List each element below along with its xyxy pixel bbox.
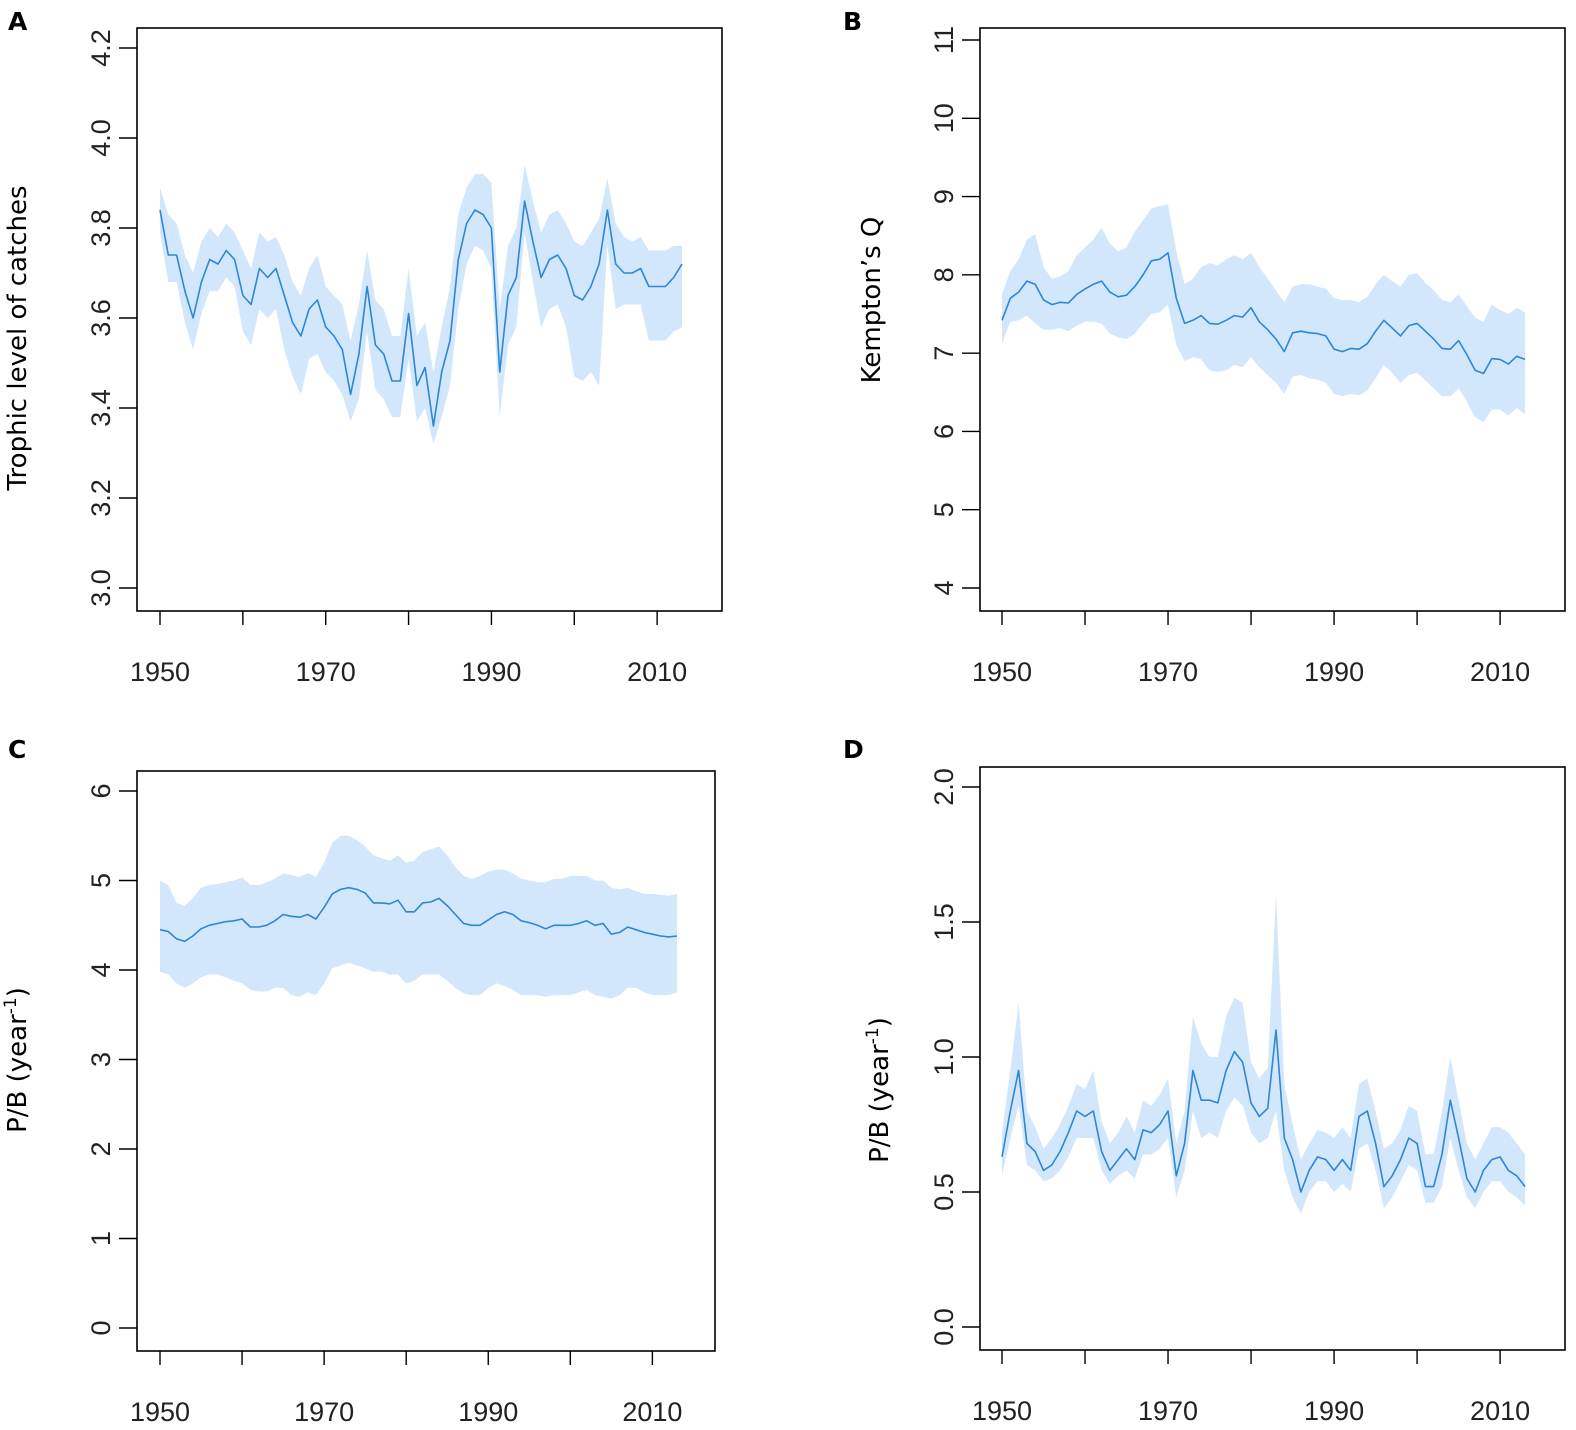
panel-letter-c: C (8, 735, 26, 764)
panel-b: B Kempton’s Q 1950 1970 1990 2010 4 5 6 7 8 9 10 11 (843, 7, 1566, 687)
y-axis-label-d-sup: -1 (863, 1027, 883, 1044)
y-tick-label-c-5: 5 (86, 873, 116, 888)
x-tick-label-b-2010: 2010 (1470, 657, 1530, 687)
y-tick-label-b-2: 6 (929, 424, 959, 439)
y-axis-label-c-end: ) (3, 987, 33, 997)
confidence-band-c (160, 835, 677, 999)
y-tick-label-d-4: 2.0 (929, 768, 959, 806)
y-tick-label-b-4: 8 (929, 267, 959, 282)
confidence-band-d (1002, 895, 1525, 1214)
y-tick-label-c-0: 0 (86, 1320, 116, 1335)
y-axis-label-d: P/B (year-1) (863, 1017, 895, 1163)
y-tick-label-a-6: 4.2 (86, 29, 116, 67)
y-tick-label-a-3: 3.6 (86, 299, 116, 337)
plot-area-b: 1950 1970 1990 2010 4 5 6 7 8 9 10 11 (929, 26, 1530, 687)
y-axis-label-a: Trophic level of catches (3, 185, 33, 491)
y-tick-label-a-5: 4.0 (86, 119, 116, 157)
y-tick-label-a-0: 3.0 (86, 569, 116, 607)
x-tick-label-d-1990: 1990 (1304, 1396, 1364, 1426)
y-tick-label-c-1: 1 (86, 1231, 116, 1246)
panel-a: A Trophic level of catches 1950 1970 1990 2… (3, 7, 723, 687)
x-tick-label-c-1970: 1970 (294, 1397, 354, 1427)
x-tick-label-a-1990: 1990 (461, 657, 521, 687)
y-tick-label-a-1: 3.2 (86, 479, 116, 517)
y-tick-label-c-3: 3 (86, 1052, 116, 1067)
x-tick-label-a-2010: 2010 (627, 657, 687, 687)
plot-frame-a (136, 27, 723, 612)
x-tick-label-a-1950: 1950 (130, 657, 190, 687)
panel-letter-a: A (8, 7, 28, 36)
plot-area-c: 1950 1970 1990 2010 0 1 2 3 4 5 6 (86, 783, 682, 1427)
y-axis-label-c-sup: -1 (1, 997, 21, 1014)
plot-frame-b (979, 27, 1566, 612)
x-tick-label-c-1950: 1950 (130, 1397, 190, 1427)
y-tick-label-d-0: 0.0 (929, 1308, 959, 1346)
panel-letter-b: B (843, 7, 862, 36)
panel-d: D P/B (year-1) 1950 1970 1990 2010 0.0 0.5 1.0… (843, 735, 1566, 1426)
y-tick-label-c-6: 6 (86, 783, 116, 798)
y-axis-label-b: Kempton’s Q (857, 217, 887, 384)
y-tick-label-b-7: 11 (929, 26, 959, 54)
x-tick-label-b-1990: 1990 (1304, 657, 1364, 687)
y-tick-label-c-4: 4 (86, 962, 116, 977)
y-tick-label-b-5: 9 (929, 189, 959, 204)
x-tick-label-d-2010: 2010 (1470, 1396, 1530, 1426)
y-tick-label-b-1: 5 (929, 502, 959, 517)
y-tick-label-b-0: 4 (929, 580, 959, 595)
plot-frame-c (136, 770, 716, 1352)
y-tick-label-a-4: 3.8 (86, 209, 116, 247)
panel-letter-d: D (843, 735, 864, 764)
confidence-band-a (160, 165, 682, 444)
y-tick-label-d-1: 0.5 (929, 1173, 959, 1211)
x-tick-label-d-1970: 1970 (1138, 1396, 1198, 1426)
y-axis-label-d-end: ) (865, 1017, 895, 1027)
panel-c: C P/B (year-1) 1950 1970 1990 2010 0 1 2 3 4 5 6 (1, 735, 716, 1427)
plot-area-d: 1950 1970 1990 2010 0.0 0.5 1.0 1.5 2.0 (929, 768, 1530, 1426)
mean-line-b (1001, 252, 1526, 375)
y-tick-label-a-2: 3.4 (86, 389, 116, 427)
mean-line-c (159, 886, 678, 943)
x-tick-label-b-1950: 1950 (972, 657, 1032, 687)
y-tick-label-d-3: 1.5 (929, 903, 959, 941)
mean-line-d (1001, 1029, 1526, 1193)
x-tick-label-b-1970: 1970 (1138, 657, 1198, 687)
mean-line-a (159, 200, 683, 427)
y-axis-label-d-main: P/B (year (865, 1044, 895, 1163)
x-tick-label-c-2010: 2010 (622, 1397, 682, 1427)
plot-area-a: 1950 1970 1990 2010 3.0 3.2 3.4 3.6 3.8 4.0 4.2 (86, 29, 687, 687)
y-tick-label-b-3: 7 (929, 346, 959, 361)
x-tick-label-a-1970: 1970 (296, 657, 356, 687)
x-tick-label-c-1990: 1990 (458, 1397, 518, 1427)
x-tick-label-d-1950: 1950 (972, 1396, 1032, 1426)
y-tick-label-b-6: 10 (929, 103, 959, 133)
y-tick-label-d-2: 1.0 (929, 1038, 959, 1076)
y-axis-label-c-main: P/B (year (3, 1014, 33, 1133)
confidence-band-b (1002, 204, 1525, 422)
y-tick-label-c-2: 2 (86, 1141, 116, 1156)
plot-frame-d (979, 766, 1566, 1351)
y-axis-label-c: P/B (year-1) (1, 987, 33, 1133)
